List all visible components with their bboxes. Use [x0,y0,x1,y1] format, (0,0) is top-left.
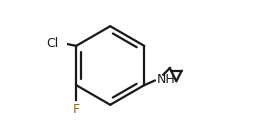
Text: NH: NH [156,73,175,86]
Text: F: F [73,103,80,116]
Text: Cl: Cl [46,37,59,50]
